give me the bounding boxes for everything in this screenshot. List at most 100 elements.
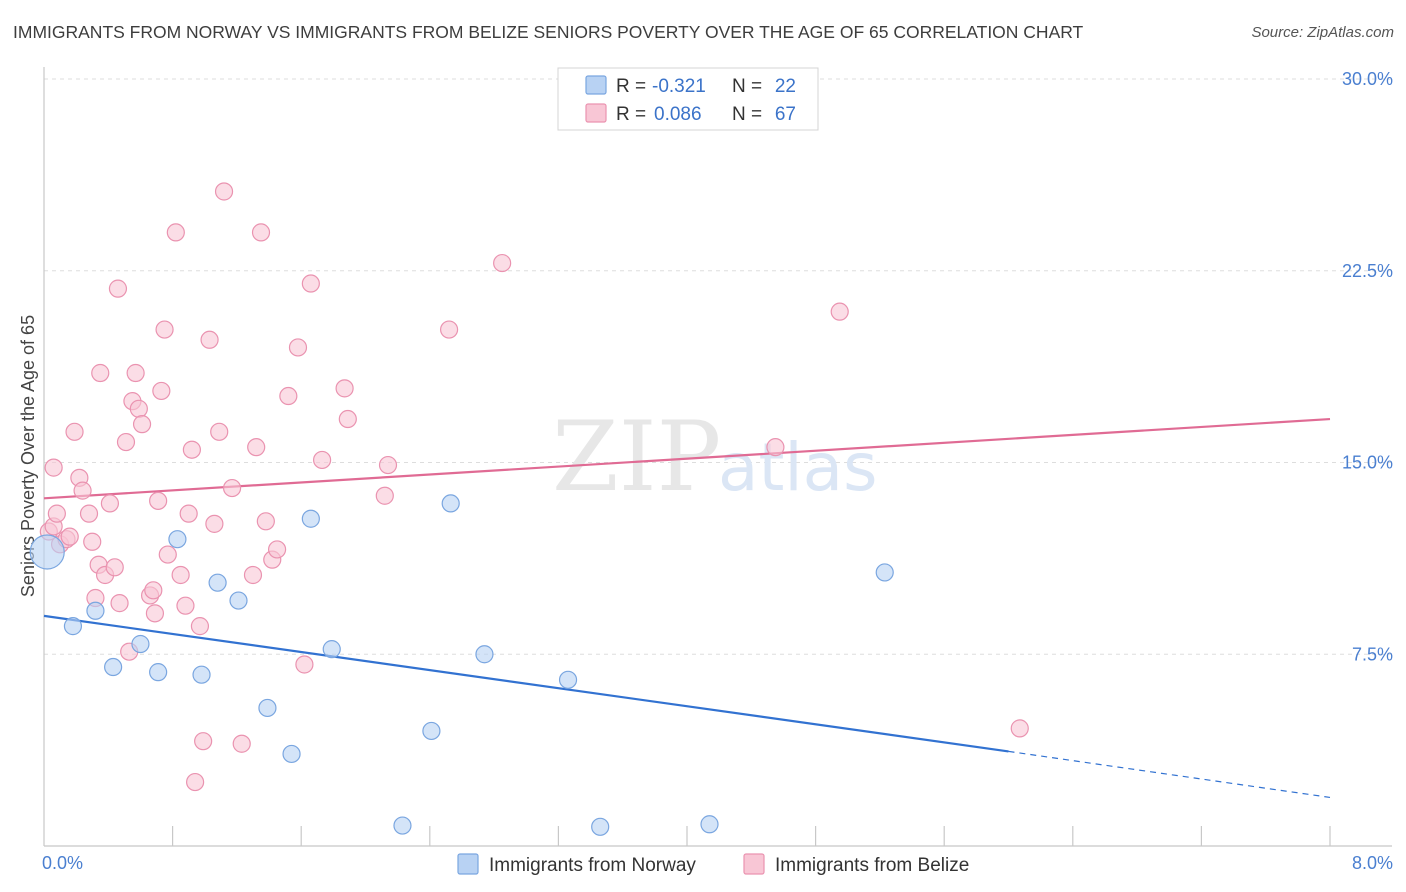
norway-point-17 bbox=[475, 645, 494, 664]
belize-point-30 bbox=[152, 381, 171, 401]
belize-point-27 bbox=[144, 581, 163, 600]
norway-point-0 bbox=[29, 534, 65, 570]
norway-point-6 bbox=[168, 530, 187, 549]
belize-point-46 bbox=[232, 734, 251, 753]
norway-point-12 bbox=[301, 509, 320, 528]
legend-norway-r-value: -0.321 bbox=[652, 76, 706, 97]
norway-point-1 bbox=[63, 617, 83, 636]
belize-point-63 bbox=[493, 253, 512, 273]
page-title: IMMIGRANTS FROM NORWAY VS IMMIGRANTS FRO… bbox=[13, 22, 1084, 42]
bottom-legend-norway-swatch bbox=[457, 853, 479, 875]
belize-points bbox=[39, 182, 1029, 792]
belize-point-16 bbox=[100, 494, 120, 513]
legend-norway-swatch bbox=[585, 75, 607, 95]
bottom-legend-belize-label: Immigrants from Belize bbox=[775, 855, 969, 876]
belize-point-31 bbox=[155, 320, 174, 339]
belize-trend-line bbox=[43, 417, 1331, 500]
belize-point-37 bbox=[182, 440, 201, 459]
belize-point-18 bbox=[108, 279, 128, 298]
legend-norway-n-value: 22 bbox=[775, 76, 796, 97]
norway-point-2 bbox=[86, 601, 105, 620]
belize-point-11 bbox=[83, 532, 102, 551]
belize-point-33 bbox=[166, 223, 185, 242]
belize-point-52 bbox=[267, 540, 287, 559]
watermark-atlas: atlas bbox=[718, 429, 878, 506]
belize-point-59 bbox=[338, 409, 357, 429]
belize-point-9 bbox=[73, 481, 92, 500]
belize-point-20 bbox=[116, 432, 136, 452]
belize-point-40 bbox=[194, 732, 213, 751]
axes bbox=[43, 67, 1392, 847]
belize-point-55 bbox=[295, 655, 314, 674]
grid-lines bbox=[44, 78, 1392, 655]
belize-point-44 bbox=[214, 182, 234, 201]
x-tick-label-max: 8.0% bbox=[1352, 853, 1393, 873]
bottom-legend-belize-swatch bbox=[743, 853, 765, 875]
belize-point-14 bbox=[91, 363, 110, 383]
belize-point-36 bbox=[179, 504, 198, 523]
legend-belize-r-label: R = bbox=[616, 104, 646, 125]
legend-belize-n-value: 67 bbox=[775, 104, 796, 125]
belize-point-41 bbox=[200, 330, 219, 349]
norway-points bbox=[29, 494, 894, 836]
norway-point-10 bbox=[258, 698, 277, 718]
belize-point-48 bbox=[247, 438, 266, 457]
norway-trend-line bbox=[43, 614, 1009, 753]
norway-point-15 bbox=[422, 721, 441, 741]
norway-point-8 bbox=[208, 573, 227, 592]
belize-point-29 bbox=[149, 491, 168, 510]
norway-point-20 bbox=[700, 815, 719, 834]
norway-point-11 bbox=[282, 744, 301, 764]
belize-point-39 bbox=[190, 617, 210, 636]
norway-point-14 bbox=[393, 816, 412, 835]
y-axis-label: Seniors Poverty Over the Age of 65 bbox=[18, 315, 38, 597]
legend-norway-r-label: R = bbox=[616, 76, 646, 97]
belize-point-19 bbox=[110, 594, 129, 613]
norway-point-4 bbox=[131, 634, 150, 654]
belize-point-34 bbox=[171, 565, 190, 585]
belize-point-28 bbox=[145, 604, 165, 623]
belize-point-23 bbox=[126, 363, 145, 383]
y-tick-labels: 7.5% 15.0% 22.5% 30.0% bbox=[1342, 69, 1393, 664]
belize-point-54 bbox=[288, 338, 308, 357]
belize-point-1 bbox=[44, 458, 63, 477]
legend-belize-swatch bbox=[585, 103, 607, 123]
belize-point-64 bbox=[766, 438, 785, 457]
belize-point-35 bbox=[176, 596, 195, 615]
belize-point-43 bbox=[210, 422, 229, 441]
belize-point-56 bbox=[301, 274, 320, 293]
belize-point-53 bbox=[279, 386, 298, 406]
watermark-zip: ZIP bbox=[552, 401, 721, 513]
belize-point-25 bbox=[132, 415, 152, 434]
belize-point-6 bbox=[60, 527, 79, 546]
belize-point-3 bbox=[47, 504, 66, 523]
belize-point-17 bbox=[105, 558, 124, 577]
norway-point-5 bbox=[149, 663, 168, 682]
norway-point-21 bbox=[875, 563, 894, 582]
belize-point-49 bbox=[251, 223, 271, 242]
norway-point-13 bbox=[322, 640, 341, 659]
belize-point-50 bbox=[256, 512, 275, 531]
belize-point-58 bbox=[335, 379, 354, 398]
belize-point-65 bbox=[830, 302, 849, 321]
belize-point-47 bbox=[243, 565, 263, 585]
norway-point-9 bbox=[229, 591, 248, 610]
legend-belize-n-label: N = bbox=[732, 104, 762, 125]
watermark: ZIP atlas bbox=[552, 401, 878, 513]
belize-point-7 bbox=[65, 422, 84, 441]
y-tick-label-2: 22.5% bbox=[1342, 261, 1393, 281]
norway-point-19 bbox=[591, 817, 610, 836]
y-tick-label-1: 15.0% bbox=[1342, 453, 1393, 473]
belize-point-10 bbox=[79, 504, 99, 523]
belize-point-61 bbox=[378, 455, 398, 475]
bottom-legend-norway-label: Immigrants from Norway bbox=[489, 855, 696, 876]
source-credit: Source: ZipAtlas.com bbox=[1251, 24, 1394, 41]
trend-lines bbox=[43, 417, 1331, 799]
norway-point-16 bbox=[441, 494, 460, 513]
norway-point-18 bbox=[558, 670, 578, 689]
legend-belize-r-value: 0.086 bbox=[654, 104, 702, 125]
legend-norway-n-label: N = bbox=[732, 76, 762, 97]
belize-point-60 bbox=[375, 486, 394, 505]
norway-point-3 bbox=[104, 657, 123, 677]
